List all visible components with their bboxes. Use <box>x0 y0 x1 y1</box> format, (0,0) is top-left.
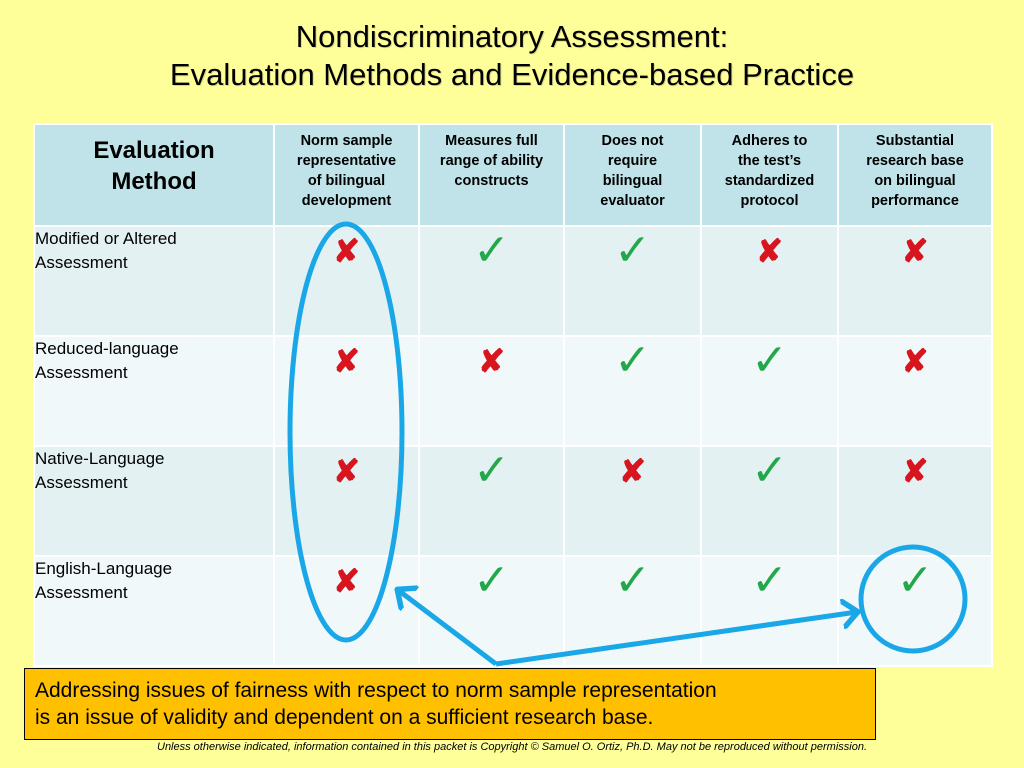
header-evaluation-method-line-2: Method <box>111 168 197 195</box>
mark-cell: ✓ <box>563 335 702 447</box>
row-label-native-language-assessment: Native-Language Assessment <box>33 445 275 557</box>
header-evaluation-method: Evaluation Method <box>33 123 275 227</box>
row-label-line: Native-Language <box>35 449 165 468</box>
row-label-english-language-assessment: English-Language Assessment <box>33 555 275 667</box>
table-header-row: Evaluation Method Norm sample representa… <box>33 123 993 227</box>
row-label-reduced-language-assessment: Reduced-language Assessment <box>33 335 275 447</box>
table-row: Native-Language Assessment ✘ ✓ ✘ ✓ ✘ <box>33 445 993 557</box>
mark-cell: ✘ <box>273 555 420 667</box>
row-label-line: Assessment <box>35 253 128 272</box>
table-row: English-Language Assessment ✘ ✓ ✓ ✓ ✓ <box>33 555 993 667</box>
row-label-line: Assessment <box>35 583 128 602</box>
mark-cell: ✓ <box>563 225 702 337</box>
cross-mark-icon: ✘ <box>333 343 360 379</box>
header-norm-sample-line: of bilingual <box>307 173 386 189</box>
table-row: Reduced-language Assessment ✘ ✘ ✓ ✓ ✘ <box>33 335 993 447</box>
mark-cell: ✘ <box>837 335 993 447</box>
mark-cell: ✘ <box>700 225 839 337</box>
header-research-base-line: on bilingual <box>874 173 956 189</box>
mark-cell: ✓ <box>837 555 993 667</box>
check-mark-icon: ✓ <box>614 556 651 605</box>
row-label-line: Modified or Altered <box>35 229 177 248</box>
check-mark-icon: ✓ <box>614 336 651 385</box>
cross-mark-icon: ✘ <box>756 233 783 269</box>
cross-mark-icon: ✘ <box>901 453 929 489</box>
mark-cell: ✘ <box>837 445 993 557</box>
cross-mark-icon: ✘ <box>619 453 646 489</box>
mark-cell: ✓ <box>418 225 565 337</box>
header-measures-full-range-line: constructs <box>454 173 529 189</box>
row-label-line: Assessment <box>35 363 128 382</box>
slide-title: Nondiscriminatory Assessment: Evaluation… <box>0 18 1024 94</box>
mark-cell: ✓ <box>418 555 565 667</box>
check-mark-icon: ✓ <box>896 556 934 605</box>
check-mark-icon: ✓ <box>473 556 510 605</box>
cross-mark-icon: ✘ <box>333 563 360 599</box>
header-bilingual-evaluator-line: require <box>607 153 658 169</box>
copyright-footer: Unless otherwise indicated, information … <box>157 741 867 753</box>
slide-title-line-1: Nondiscriminatory Assessment: <box>295 19 729 54</box>
fairness-note-line-2: is an issue of validity and dependent on… <box>35 706 654 729</box>
header-bilingual-evaluator-line: evaluator <box>600 193 665 209</box>
header-research-base-line: Substantial <box>875 133 955 149</box>
header-measures-full-range: Measures full range of ability construct… <box>418 123 565 227</box>
mark-cell: ✓ <box>700 445 839 557</box>
header-research-base: Substantial research base on bilingual p… <box>837 123 993 227</box>
header-standardized-protocol-line: the test’s <box>737 153 802 169</box>
cross-mark-icon: ✘ <box>478 343 505 379</box>
header-measures-full-range-line: range of ability <box>439 153 544 169</box>
mark-cell: ✘ <box>418 335 565 447</box>
header-research-base-line: performance <box>871 193 959 209</box>
check-mark-icon: ✓ <box>751 336 788 385</box>
header-bilingual-evaluator-line: Does not <box>601 133 664 149</box>
row-label-modified-assessment: Modified or Altered Assessment <box>33 225 275 337</box>
header-norm-sample: Norm sample representative of bilingual … <box>273 123 420 227</box>
header-bilingual-evaluator-line: bilingual <box>602 173 663 189</box>
cross-mark-icon: ✘ <box>901 343 929 379</box>
header-norm-sample-line: representative <box>296 153 397 169</box>
header-norm-sample-line: development <box>301 193 392 209</box>
fairness-note-box: Addressing issues of fairness with respe… <box>24 668 876 740</box>
check-mark-icon: ✓ <box>614 226 651 275</box>
mark-cell: ✘ <box>273 335 420 447</box>
mark-cell: ✘ <box>273 225 420 337</box>
check-mark-icon: ✓ <box>473 226 510 275</box>
header-measures-full-range-line: Measures full <box>445 133 538 149</box>
mark-cell: ✘ <box>563 445 702 557</box>
row-label-line: Reduced-language <box>35 339 179 358</box>
row-label-line: English-Language <box>35 559 173 578</box>
mark-cell: ✓ <box>700 555 839 667</box>
cross-mark-icon: ✘ <box>333 233 360 269</box>
cross-mark-icon: ✘ <box>901 233 929 269</box>
header-standardized-protocol-line: Adheres to <box>731 133 808 149</box>
header-evaluation-method-line-1: Evaluation <box>93 137 215 164</box>
table-row: Modified or Altered Assessment ✘ ✓ ✓ ✘ ✘ <box>33 225 993 337</box>
mark-cell: ✓ <box>418 445 565 557</box>
cross-mark-icon: ✘ <box>333 453 360 489</box>
row-label-line: Assessment <box>35 473 128 492</box>
header-research-base-line: research base <box>866 153 964 169</box>
header-bilingual-evaluator: Does not require bilingual evaluator <box>563 123 702 227</box>
header-standardized-protocol: Adheres to the test’s standardized proto… <box>700 123 839 227</box>
mark-cell: ✘ <box>837 225 993 337</box>
mark-cell: ✓ <box>563 555 702 667</box>
mark-cell: ✘ <box>273 445 420 557</box>
evaluation-methods-table: Evaluation Method Norm sample representa… <box>33 123 993 667</box>
mark-cell: ✓ <box>700 335 839 447</box>
header-norm-sample-line: Norm sample <box>300 133 393 149</box>
check-mark-icon: ✓ <box>473 446 510 495</box>
check-mark-icon: ✓ <box>751 446 788 495</box>
slide-title-line-2: Evaluation Methods and Evidence-based Pr… <box>169 57 855 92</box>
check-mark-icon: ✓ <box>751 556 788 605</box>
header-standardized-protocol-line: standardized <box>724 173 815 189</box>
header-standardized-protocol-line: protocol <box>740 193 799 209</box>
fairness-note-line-1: Addressing issues of fairness with respe… <box>35 679 717 702</box>
